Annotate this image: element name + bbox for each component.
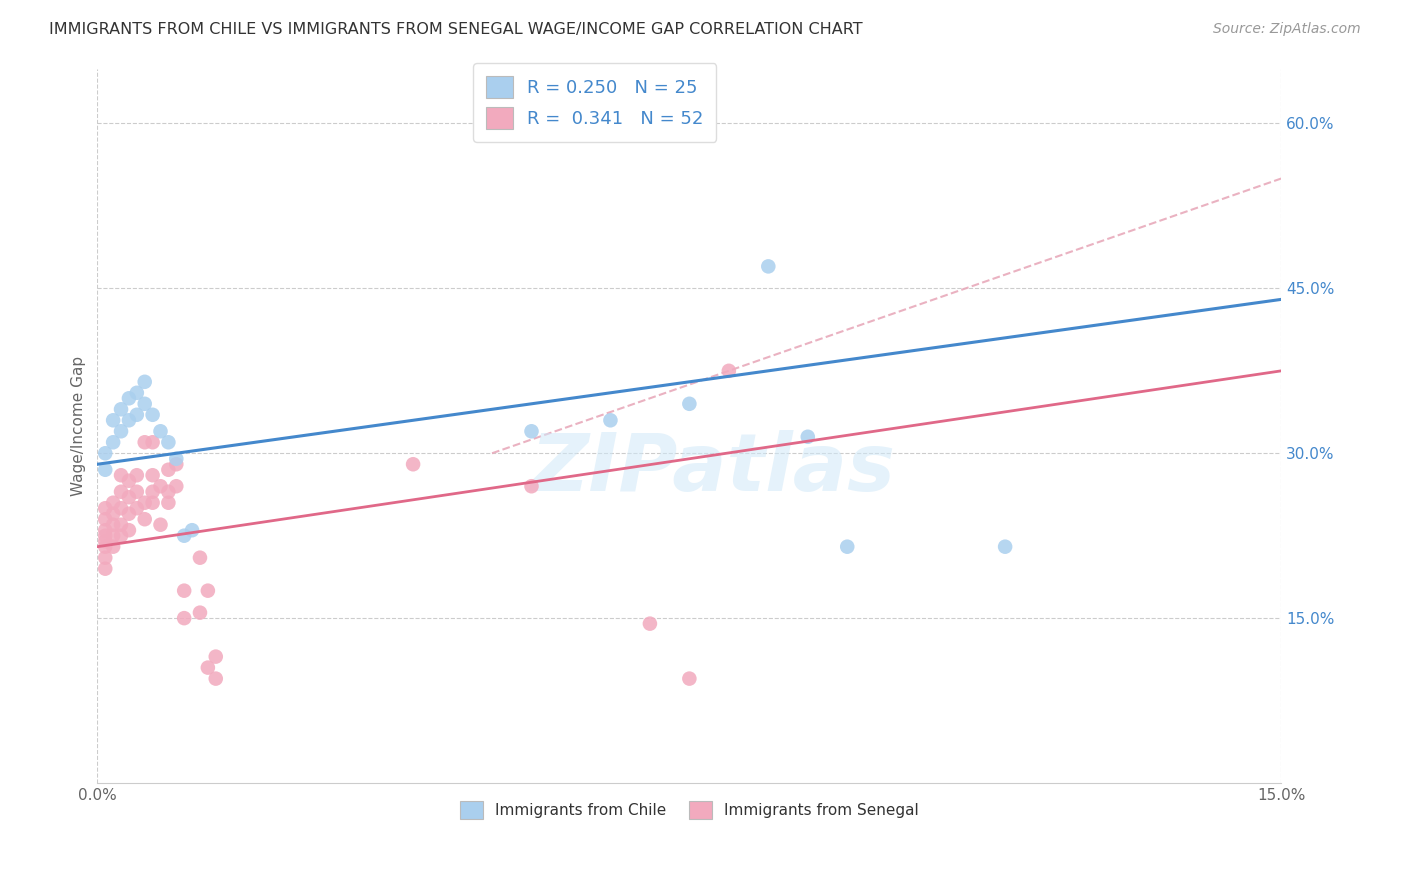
Point <box>520 424 543 438</box>
Point <box>94 523 117 537</box>
Point <box>204 672 226 686</box>
Point <box>94 550 117 565</box>
Point <box>157 484 180 499</box>
Point <box>181 523 204 537</box>
Point <box>118 474 141 488</box>
Point <box>110 529 132 543</box>
Point <box>678 672 700 686</box>
Text: ZIPatlas: ZIPatlas <box>530 430 896 508</box>
Point <box>101 540 124 554</box>
Point <box>110 468 132 483</box>
Point <box>149 479 172 493</box>
Point <box>142 484 165 499</box>
Point <box>994 540 1017 554</box>
Point <box>402 457 425 471</box>
Point <box>142 468 165 483</box>
Text: IMMIGRANTS FROM CHILE VS IMMIGRANTS FROM SENEGAL WAGE/INCOME GAP CORRELATION CHA: IMMIGRANTS FROM CHILE VS IMMIGRANTS FROM… <box>49 22 863 37</box>
Point <box>101 413 124 427</box>
Point <box>94 534 117 549</box>
Legend: Immigrants from Chile, Immigrants from Senegal: Immigrants from Chile, Immigrants from S… <box>454 795 925 825</box>
Point <box>94 540 117 554</box>
Point <box>134 496 156 510</box>
Point <box>157 463 180 477</box>
Point <box>110 402 132 417</box>
Y-axis label: Wage/Income Gap: Wage/Income Gap <box>72 356 86 496</box>
Point <box>197 660 219 674</box>
Point <box>149 424 172 438</box>
Point <box>157 435 180 450</box>
Point <box>94 562 117 576</box>
Point <box>149 517 172 532</box>
Point <box>94 501 117 516</box>
Point <box>94 446 117 460</box>
Point <box>101 507 124 521</box>
Point <box>134 512 156 526</box>
Point <box>165 479 187 493</box>
Point <box>134 397 156 411</box>
Point <box>94 529 117 543</box>
Point <box>165 451 187 466</box>
Point <box>94 463 117 477</box>
Point <box>110 424 132 438</box>
Point <box>110 484 132 499</box>
Point <box>142 408 165 422</box>
Point <box>118 413 141 427</box>
Point <box>678 397 700 411</box>
Point <box>204 649 226 664</box>
Point <box>134 375 156 389</box>
Point <box>125 408 148 422</box>
Point <box>717 364 740 378</box>
Point <box>797 430 820 444</box>
Point <box>188 606 211 620</box>
Point <box>118 507 141 521</box>
Point <box>173 529 195 543</box>
Point <box>165 457 187 471</box>
Point <box>756 260 779 274</box>
Point <box>173 611 195 625</box>
Point <box>134 435 156 450</box>
Point <box>142 496 165 510</box>
Point <box>101 529 124 543</box>
Text: Source: ZipAtlas.com: Source: ZipAtlas.com <box>1213 22 1361 37</box>
Point <box>157 496 180 510</box>
Point <box>197 583 219 598</box>
Point <box>125 468 148 483</box>
Point <box>118 523 141 537</box>
Point <box>173 583 195 598</box>
Point <box>118 392 141 406</box>
Point <box>599 413 621 427</box>
Point <box>837 540 859 554</box>
Point <box>125 501 148 516</box>
Point <box>125 385 148 400</box>
Point <box>520 479 543 493</box>
Point <box>101 496 124 510</box>
Point <box>142 435 165 450</box>
Point <box>125 484 148 499</box>
Point <box>188 550 211 565</box>
Point <box>110 517 132 532</box>
Point <box>94 512 117 526</box>
Point <box>101 435 124 450</box>
Point <box>118 490 141 504</box>
Point <box>101 517 124 532</box>
Point <box>638 616 661 631</box>
Point <box>110 501 132 516</box>
